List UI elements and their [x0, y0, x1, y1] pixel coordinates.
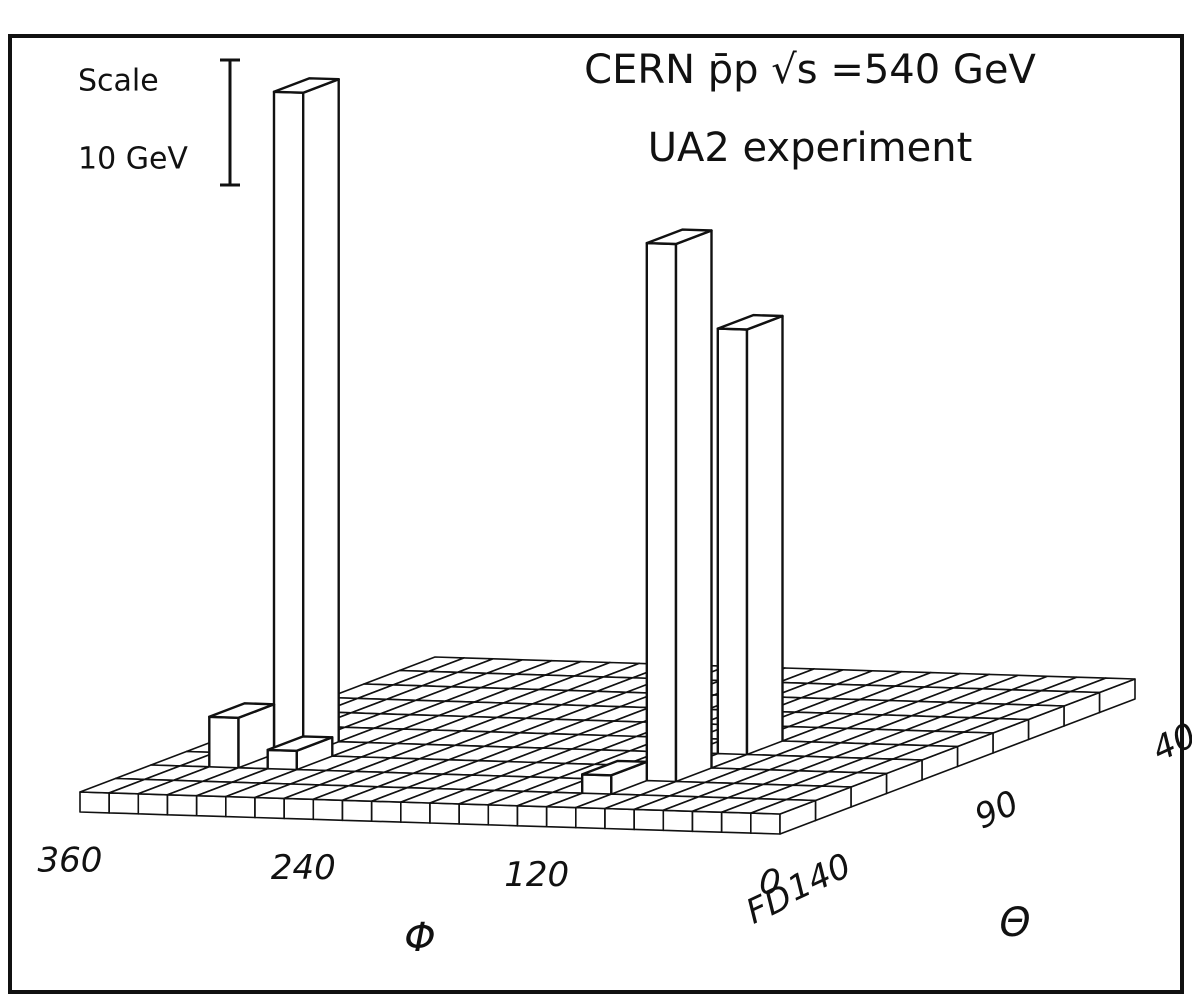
front-face	[691, 810, 723, 834]
scale-value-label: 10 GeV	[78, 142, 188, 177]
top-face	[208, 702, 276, 719]
top-face	[749, 798, 817, 815]
front-face	[195, 794, 227, 818]
side-face	[674, 229, 713, 803]
front-face	[545, 805, 577, 829]
front-face	[645, 241, 678, 803]
front-face	[516, 804, 548, 828]
front-face	[283, 797, 315, 821]
top-face	[716, 313, 784, 331]
x-tick-label: 240	[271, 848, 336, 888]
tower	[716, 313, 784, 776]
front-face	[312, 798, 344, 822]
front-face	[225, 795, 256, 819]
frame	[8, 34, 1184, 994]
y-tick-label: 40	[1146, 715, 1192, 770]
chart-title: CERN p̄p √s =540 GeV	[584, 47, 1036, 93]
x-tick-label: 0	[759, 863, 781, 903]
top-face	[645, 228, 713, 246]
front-face	[574, 806, 606, 830]
front-face	[458, 803, 490, 826]
scale-label: Scale	[78, 64, 159, 99]
scale-bar	[220, 58, 240, 187]
chart-subtitle: UA2 experiment	[648, 125, 973, 171]
front-face	[137, 792, 169, 816]
front-face	[341, 799, 373, 823]
tower	[272, 77, 340, 777]
x-axis-label: Φ	[404, 915, 435, 961]
front-face	[633, 808, 665, 832]
x-tick-label: 360	[38, 841, 103, 881]
x-tick-label: 120	[504, 855, 569, 895]
y-tick-label: 140	[782, 846, 858, 910]
tower	[645, 228, 713, 803]
front-face	[604, 807, 636, 831]
front-face	[108, 792, 140, 815]
side-face	[745, 314, 784, 776]
floor-cell	[749, 798, 817, 835]
side-face	[302, 77, 340, 777]
front-face	[166, 793, 198, 817]
front-face	[399, 801, 431, 824]
front-face	[272, 90, 305, 777]
front-face	[254, 796, 286, 820]
top-face	[266, 735, 334, 752]
front-face	[487, 803, 519, 827]
y-tick-label: 90	[969, 783, 1025, 838]
front-face	[370, 800, 402, 823]
front-face	[720, 811, 752, 834]
front-face	[429, 802, 461, 825]
front-face	[79, 791, 110, 814]
front-face	[662, 809, 694, 833]
front-face	[716, 327, 749, 776]
top-face	[272, 77, 340, 94]
front-face	[749, 812, 781, 835]
y-axis-label: Θ	[999, 900, 1030, 946]
top-face	[581, 759, 648, 777]
